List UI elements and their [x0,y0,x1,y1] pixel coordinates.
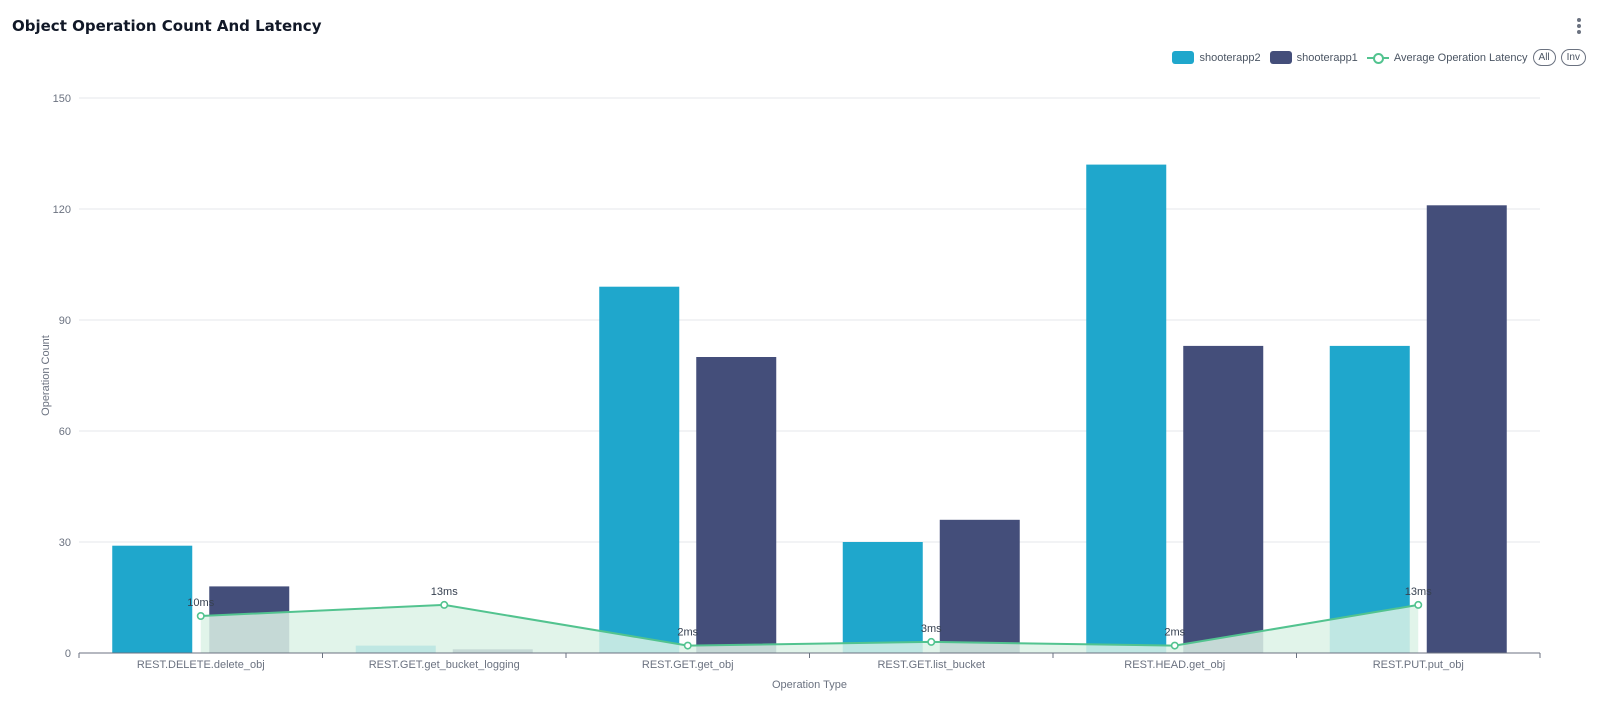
x-tick-label: REST.GET.list_bucket [877,659,985,671]
legend-item-shooterapp1[interactable]: shooterapp1 [1269,51,1358,64]
x-tick-label: REST.GET.get_obj [642,659,734,671]
bar-shooterapp2 [842,542,923,653]
y-tick-label: 120 [53,204,71,216]
latency-data-label: 2ms [1164,627,1185,639]
legend-inverse-button[interactable]: Inv [1560,49,1586,66]
legend-label-shooterapp1: shooterapp1 [1296,51,1358,64]
latency-data-label: 13ms [431,586,458,598]
latency-data-label: 13ms [1405,586,1432,598]
bar-shooterapp1 [1426,205,1507,654]
chart-legend: shooterapp2 shooterapp1 Average Operatio… [1163,49,1586,66]
legend-swatch-shooterapp1 [1269,51,1292,64]
latency-point [683,641,692,650]
latency-point [196,611,205,620]
latency-line [200,603,1419,647]
y-axis-title: Operation Count [40,335,52,416]
latency-point [440,600,449,609]
y-tick-label: 90 [59,315,71,327]
bar-shooterapp2 [1329,345,1410,653]
bar-shooterapp1 [1183,345,1264,653]
x-tick-label: REST.HEAD.get_obj [1124,659,1225,671]
kebab-menu-icon[interactable] [1576,18,1582,36]
latency-data-label: 2ms [677,627,698,639]
x-axis-title: Operation Type [772,679,847,691]
latency-point [927,637,936,646]
y-tick-label: 0 [65,648,71,660]
x-tick-label: REST.GET.get_bucket_logging [369,659,520,671]
legend-item-latency[interactable]: Average Operation Latency [1366,51,1528,64]
bar-shooterapp1 [696,357,777,653]
latency-area [200,604,1419,653]
y-tick-label: 60 [59,426,71,438]
latency-point [1170,641,1179,650]
bar-shooterapp2 [1086,164,1167,653]
latency-point [1414,600,1423,609]
bar-shooterapp1 [939,519,1020,653]
bar-shooterapp2 [112,545,193,653]
legend-swatch-shooterapp2 [1172,51,1195,64]
x-tick-label: REST.DELETE.delete_obj [137,659,265,671]
legend-label-latency: Average Operation Latency [1393,51,1528,64]
legend-swatch-latency [1366,51,1389,64]
y-tick-label: 150 [53,93,71,105]
chart-title: Object Operation Count And Latency [12,17,322,35]
x-tick-label: REST.PUT.put_obj [1373,659,1464,671]
legend-label-shooterapp2: shooterapp2 [1199,51,1261,64]
bar-shooterapp2 [599,286,680,653]
y-tick-label: 30 [59,537,71,549]
legend-item-shooterapp2[interactable]: shooterapp2 [1172,51,1261,64]
latency-data-label: 10ms [187,597,214,609]
legend-select-all-button[interactable]: All [1532,49,1556,66]
latency-data-label: 3ms [921,623,942,635]
